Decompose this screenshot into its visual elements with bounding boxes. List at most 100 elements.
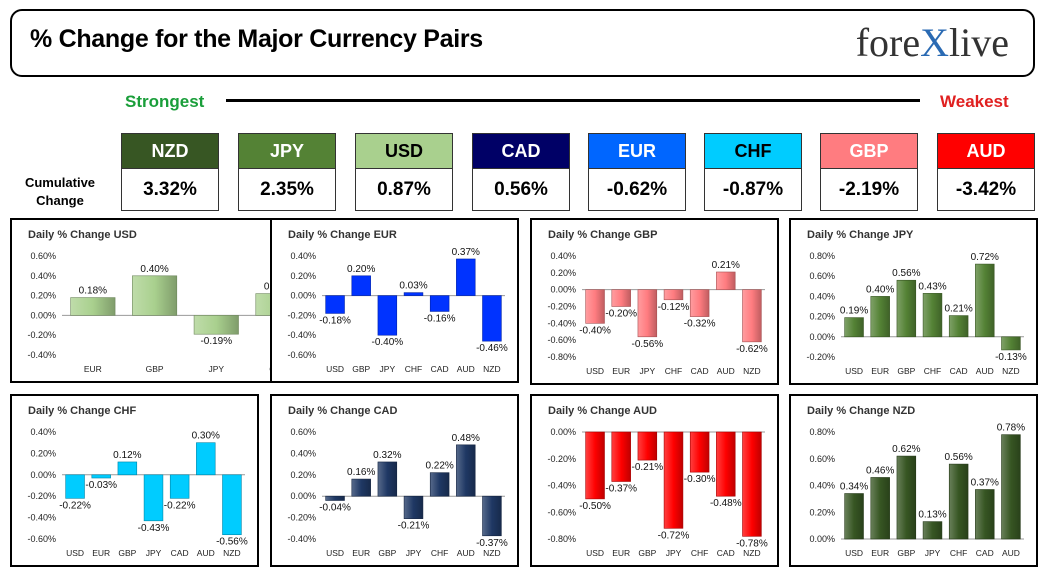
data-label: -0.40% [579,325,611,336]
data-label: 0.78% [997,423,1025,434]
currency-code: NZD [121,133,219,169]
data-label: -0.22% [164,500,196,511]
bar-eur [611,431,631,482]
bar-nzd [482,495,502,537]
currency-card-gbp: GBP -2.19% [820,133,918,211]
bar-chart: Daily % Change CAD0.60%0.40%0.20%0.00%-0… [287,405,507,558]
data-label: -0.62% [736,344,768,355]
currency-code: USD [355,133,453,169]
x-category-label: NZD [483,548,500,558]
x-category-label: JPY [208,364,224,374]
data-label: 0.12% [113,450,141,461]
y-tick-label: 0.20% [30,448,56,458]
bar-jpy [663,431,684,529]
data-label: 0.13% [918,510,946,521]
y-tick-label: -0.20% [287,513,316,523]
y-tick-label: 0.80% [809,251,835,261]
data-label: 0.30% [192,431,220,442]
cumulative-change-value: 0.87% [355,169,453,211]
data-label: -0.43% [138,523,170,534]
bar-chart: Daily % Change GBP 0.40% 0.20% 0.00% -0.20% -… [547,229,768,376]
chart-panel-2: Daily % Change EUR 0.40% 0.20% 0.00% -0.20% -… [270,218,519,383]
y-tick-label: 0.60% [30,251,56,261]
currency-card-chf: CHF -0.87% [704,133,802,211]
data-label: 0.56% [892,268,920,279]
y-tick-label: 0.20% [809,312,835,322]
y-tick-label: 0.40% [809,481,835,491]
strongest-label: Strongest [125,92,205,111]
data-label: -0.40% [372,337,404,348]
bar-usd [844,317,864,338]
y-tick-label: -0.20% [27,491,56,501]
y-tick-label: -0.40% [27,513,56,523]
x-category-label: GBP [897,366,915,376]
x-category-label: EUR [612,548,630,558]
x-category-label: CHF [924,366,941,376]
cumulative-change-value: -2.19% [820,169,918,211]
bar-jpy [377,295,398,336]
y-tick-label: -0.20% [27,330,56,340]
x-category-label: CAD [171,548,189,558]
x-category-label: CHF [405,364,422,374]
data-label: 0.03% [399,281,427,292]
bar-eur [611,289,631,307]
x-category-label: USD [326,548,344,558]
bar-jpy [193,315,239,335]
x-category-label: JPY [406,548,422,558]
y-tick-label: -0.40% [287,534,316,544]
y-tick-label: 0.00% [809,534,835,544]
bar-nzd [482,295,502,342]
data-label: -0.72% [658,530,690,541]
data-label: 0.40% [140,264,168,275]
data-label: -0.13% [995,352,1027,363]
data-label: -0.37% [605,483,637,494]
x-category-label: EUR [871,548,889,558]
x-category-label: GBP [897,548,915,558]
x-category-label: CAD [431,364,449,374]
data-label: 0.56% [944,452,972,463]
x-category-label: JPY [925,548,941,558]
data-label: 0.46% [866,465,894,476]
bar-aud [975,263,995,338]
y-tick-label: -0.60% [287,350,316,360]
y-tick-label: -0.40% [27,350,56,360]
data-label: 0.40% [866,284,894,295]
data-label: 0.21% [712,260,740,271]
x-category-label: EUR [84,364,102,374]
y-tick-label: -0.60% [547,335,576,345]
data-label: 0.62% [892,444,920,455]
y-tick-label: 0.00% [550,427,576,437]
y-tick-label: 0.00% [30,470,56,480]
cumulative-change-label: Cumulative Change [14,174,106,210]
bar-eur [91,474,111,479]
bar-jpy [637,289,658,338]
weakest-label: Weakest [940,92,1009,111]
cumulative-change-value: -3.42% [937,169,1035,211]
chart-panel-5: Daily % Change CHF 0.40% 0.20% 0.00% -0.20% -… [10,394,259,567]
bar-eur [351,478,371,497]
x-category-label: EUR [612,366,630,376]
y-tick-label: -0.60% [27,534,56,544]
y-tick-label: 0.00% [30,310,56,320]
bar-usd [844,493,864,540]
data-label: -0.04% [319,502,351,513]
page-title: % Change for the Major Currency Pairs [30,25,483,53]
x-category-label: JPY [666,548,682,558]
data-label: -0.18% [319,315,351,326]
cumulative-label-line2: Change [36,193,84,208]
bar-gbp [377,461,398,497]
currency-code: AUD [937,133,1035,169]
chart-panel-3: Daily % Change GBP 0.40% 0.20% 0.00% -0.20% -… [530,218,779,385]
bar-jpy [143,474,164,522]
x-category-label: EUR [92,548,110,558]
bar-usd [325,295,345,314]
data-label: -0.20% [605,309,637,320]
x-category-label: AUD [197,548,215,558]
logo-text-fore: fore [855,20,921,65]
y-tick-label: 0.00% [290,491,316,501]
bar-aud [456,258,476,296]
chart-title: Daily % Change NZD [807,405,915,417]
bar-cad [169,474,190,499]
y-tick-label: 0.40% [290,251,316,261]
data-label: 0.21% [944,304,972,315]
